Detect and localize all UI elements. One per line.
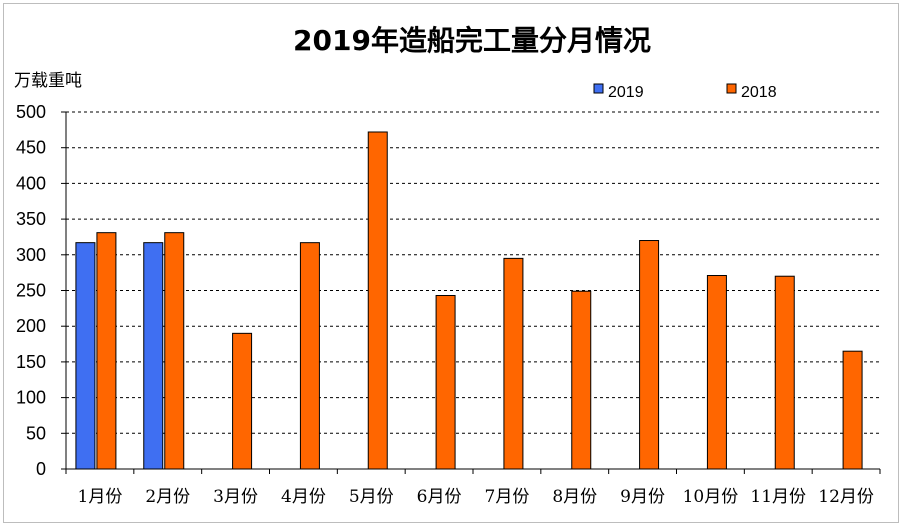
x-tick-label: 5月份 xyxy=(349,487,394,507)
bar-2018 xyxy=(367,131,388,470)
bar-2018 xyxy=(232,332,253,470)
x-tick-label: 6月份 xyxy=(417,487,462,507)
y-tick-label: 300 xyxy=(16,245,46,265)
x-tick-label: 4月份 xyxy=(281,487,326,507)
y-tick-label: 500 xyxy=(16,102,46,122)
x-tick-label: 3月份 xyxy=(213,487,258,507)
x-tick-label: 12月份 xyxy=(818,487,874,507)
y-tick-label: 350 xyxy=(16,209,46,229)
x-tick-label: 8月份 xyxy=(552,487,597,507)
x-tick-label: 7月份 xyxy=(485,487,530,507)
legend: 2019 2018 xyxy=(593,83,777,101)
bar-2018 xyxy=(571,290,592,470)
x-tick-label: 1月份 xyxy=(78,487,123,507)
gridlines xyxy=(61,111,880,470)
legend-swatch-2019 xyxy=(593,83,604,94)
bar-2019 xyxy=(75,242,96,470)
x-tick-label: 11月份 xyxy=(750,487,806,507)
y-tick-label: 50 xyxy=(26,423,46,443)
bar-2019 xyxy=(143,242,164,470)
y-tick-label: 250 xyxy=(16,281,46,301)
axes xyxy=(65,112,881,474)
bar-2018 xyxy=(96,232,117,470)
x-tick-label: 9月份 xyxy=(620,487,665,507)
x-tick-label: 2月份 xyxy=(145,487,190,507)
legend-swatch-2018 xyxy=(726,83,737,94)
x-tick-labels: 1月份 2月份 3月份 4月份 5月份 6月份 7月份 8月份 9月份 10月份 11月份 12月份 xyxy=(78,487,874,507)
bar-2018 xyxy=(639,240,660,470)
y-tick-label: 400 xyxy=(16,173,46,193)
y-tick-labels: 0 50 100 150 200 250 300 350 400 450 500 xyxy=(16,102,46,479)
bar-2018 xyxy=(842,350,863,470)
bar-2018 xyxy=(164,232,185,470)
y-tick-label: 100 xyxy=(16,388,46,408)
bar-2018 xyxy=(299,242,320,470)
y-tick-label: 150 xyxy=(16,352,46,372)
chart-title: 2019年造船完工量分月情况 xyxy=(293,24,651,57)
y-axis-label: 万载重吨 xyxy=(14,71,82,91)
legend-label-2019: 2019 xyxy=(608,84,644,101)
y-tick-label: 450 xyxy=(16,138,46,158)
bars xyxy=(75,131,863,470)
y-tick-label: 0 xyxy=(36,459,46,479)
y-tick-label: 200 xyxy=(16,316,46,336)
bar-2018 xyxy=(774,275,795,470)
bar-2018 xyxy=(706,275,727,470)
legend-label-2018: 2018 xyxy=(741,84,777,101)
bar-2018 xyxy=(503,257,524,470)
x-tick-label: 10月份 xyxy=(683,487,739,507)
bar-2018 xyxy=(435,294,456,470)
